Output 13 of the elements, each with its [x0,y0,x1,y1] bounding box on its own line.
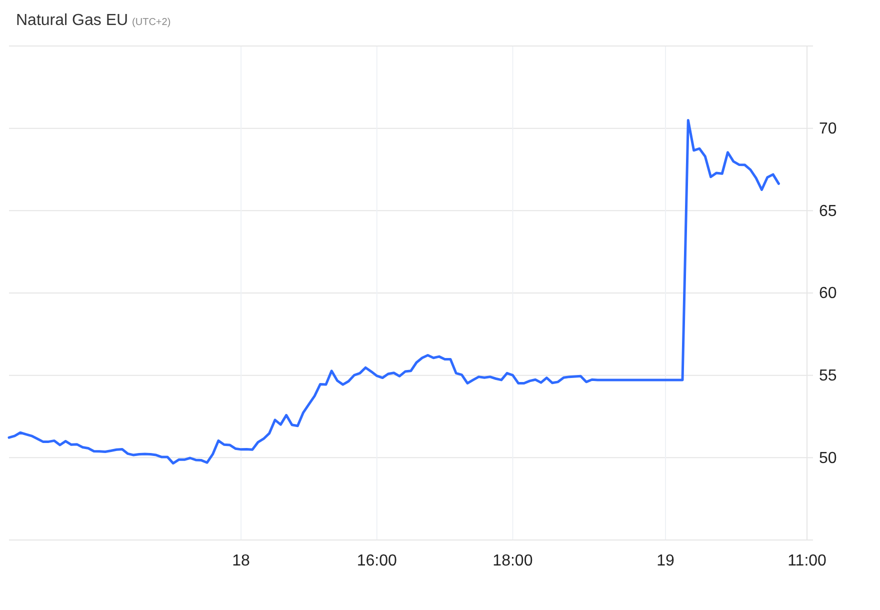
chart-subtitle: (UTC+2) [132,17,171,28]
y-tick-label: 65 [819,202,837,220]
x-tick-label: 19 [656,552,675,570]
y-tick-label: 70 [819,120,837,138]
x-tick-label: 18 [232,552,250,570]
y-tick-label: 60 [819,285,837,302]
y-tick-label: 50 [819,450,837,467]
chart-title: Natural Gas EU [16,12,128,29]
line-series [8,119,780,465]
y-tick-label: 55 [819,367,837,384]
x-tick-label: 18:00 [492,552,533,570]
x-tick-label: 11:00 [788,552,827,570]
x-tick-label: 16:00 [356,552,397,570]
